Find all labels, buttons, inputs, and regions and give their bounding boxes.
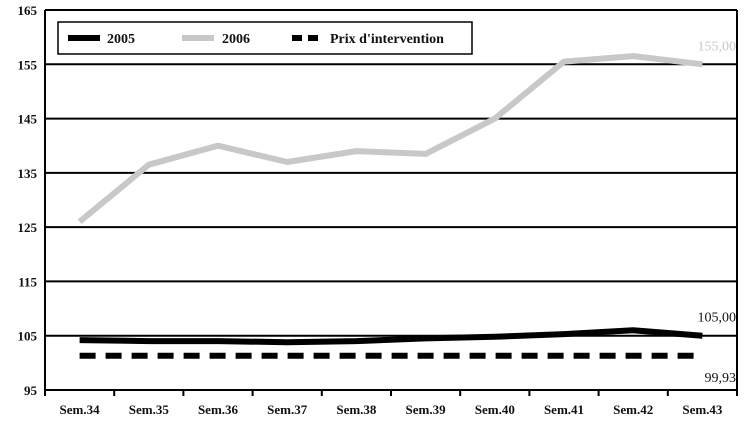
y-tick-label: 95 (24, 383, 38, 398)
y-tick-label: 165 (18, 3, 38, 18)
legend-label: 2005 (107, 32, 135, 47)
gridlines (44, 9, 738, 396)
series-line-2006 (77, 53, 703, 225)
x-tick-label: Sem.41 (544, 402, 584, 417)
x-tick-label: Sem.42 (613, 402, 653, 417)
y-tick-label: 135 (18, 166, 38, 181)
value-annotation: 105,00 (698, 311, 737, 326)
y-tick-label: 145 (18, 112, 38, 127)
x-tick-label: Sem.39 (406, 402, 447, 417)
y-tick-label: 125 (18, 220, 38, 235)
x-tick-label: Sem.43 (682, 402, 723, 417)
y-axis-tick-labels: 95 105 115 125 135 145 155 165 (18, 3, 38, 398)
x-tick-label: Sem.34 (60, 402, 101, 417)
x-tick-label: Sem.37 (267, 402, 308, 417)
x-tick-label: Sem.36 (198, 402, 239, 417)
legend-box (57, 21, 473, 55)
series-line-2005 (79, 327, 703, 346)
legend-label: Prix d'intervention (330, 32, 444, 47)
data-annotations: 155,00 105,00 99,93 (698, 39, 737, 386)
y-tick-label: 115 (18, 274, 37, 289)
legend: 2005 2006 Prix d'intervention (57, 21, 473, 55)
x-tick-label: Sem.38 (336, 402, 377, 417)
x-tick-label: Sem.35 (129, 402, 170, 417)
x-tick-label: Sem.40 (475, 402, 515, 417)
value-annotation: 99,93 (705, 371, 737, 386)
y-tick-label: 155 (18, 57, 38, 72)
value-annotation: 155,00 (698, 39, 737, 54)
y-tick-label: 105 (18, 329, 38, 344)
x-axis-tick-labels: Sem.34 Sem.35 Sem.36 Sem.37 Sem.38 Sem.39 Sem.… (60, 402, 723, 417)
legend-label: 2006 (222, 32, 250, 47)
series-lines (77, 53, 703, 359)
